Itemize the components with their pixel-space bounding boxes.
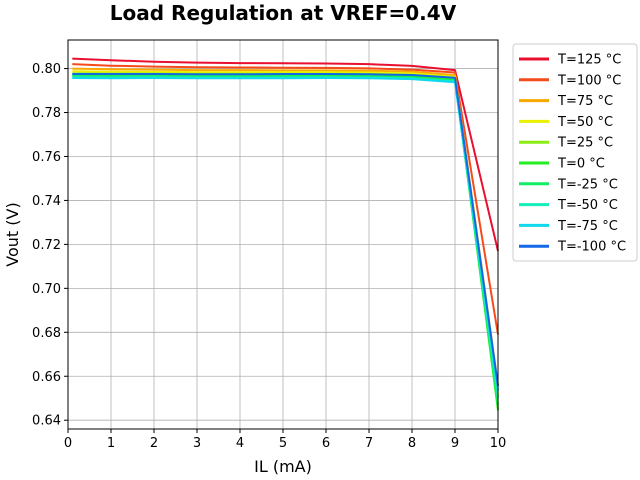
legend-entry-label: T=50 °C [557, 115, 613, 130]
grid [67, 40, 499, 429]
x-tick-label: 2 [150, 436, 158, 451]
legend-entry-label: T=-100 °C [557, 240, 626, 255]
series-line-9 [72, 73, 499, 387]
x-tick-label: 0 [64, 436, 72, 451]
y-tick-label: 0.76 [32, 150, 61, 165]
y-tick-label: 0.68 [32, 326, 61, 341]
legend-entry-label: T=75 °C [557, 94, 613, 109]
x-tick-label: 5 [279, 436, 287, 451]
y-tick-label: 0.80 [32, 62, 61, 77]
series-line-6 [72, 75, 499, 405]
x-tick-label: 10 [490, 436, 507, 451]
y-tick-label: 0.78 [32, 106, 61, 121]
x-tick-label: 8 [408, 436, 416, 451]
x-axis-ticks: 0 1 2 3 4 5 6 7 8 9 10 [64, 429, 506, 451]
series-line-8 [72, 77, 499, 391]
y-tick-label: 0.70 [32, 282, 61, 297]
x-tick-label: 3 [193, 436, 201, 451]
legend-entry-label: T=-75 °C [557, 219, 618, 234]
legend-entry-label: T=-25 °C [557, 177, 618, 192]
series-line-4 [72, 72, 499, 409]
y-axis-ticks: 0.64 0.66 0.68 0.70 0.72 0.74 0.76 0.78 0.80 [32, 62, 68, 429]
series-lines [72, 57, 499, 411]
x-tick-label: 9 [451, 436, 459, 451]
x-tick-label: 4 [236, 436, 244, 451]
legend: T=125 °C T=100 °C T=75 °C T=50 °C T=25 °C T=0… [512, 43, 638, 262]
x-tick-label: 7 [365, 436, 373, 451]
legend-box [512, 43, 638, 262]
chart-title: Load Regulation at VREF=0.4V [110, 1, 457, 25]
y-tick-label: 0.66 [32, 370, 61, 385]
series-line-2 [72, 67, 499, 386]
series-line-1 [72, 63, 499, 335]
x-axis-label: IL (mA) [254, 457, 312, 476]
legend-entry-label: T=100 °C [557, 73, 621, 88]
series-line-5 [72, 73, 499, 411]
y-tick-label: 0.72 [32, 238, 61, 253]
series-line-7 [72, 76, 499, 399]
legend-entry-label: T=-50 °C [557, 198, 618, 213]
series-line-3 [72, 70, 499, 397]
legend-entry-label: T=125 °C [557, 53, 621, 68]
x-tick-label: 6 [322, 436, 330, 451]
legend-entry-label: T=25 °C [557, 136, 613, 151]
legend-entry-label: T=0 °C [557, 157, 605, 172]
x-tick-label: 1 [107, 436, 115, 451]
y-tick-label: 0.64 [32, 414, 61, 429]
y-axis-label: Vout (V) [3, 202, 22, 266]
y-tick-label: 0.74 [32, 194, 61, 209]
series-line-0 [72, 57, 499, 252]
